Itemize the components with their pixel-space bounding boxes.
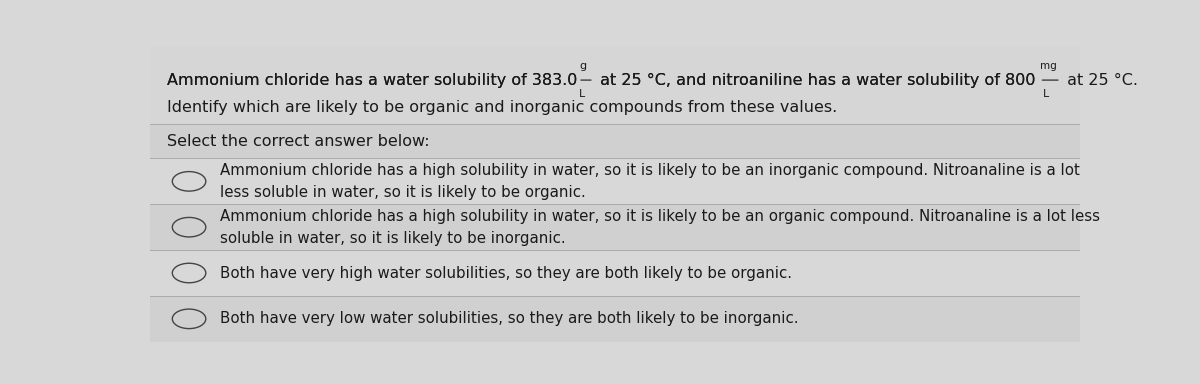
- Bar: [150, 159, 1080, 204]
- Text: mg: mg: [1040, 61, 1057, 71]
- Text: less soluble in water, so it is likely to be organic.: less soluble in water, so it is likely t…: [220, 185, 586, 200]
- Text: at 25 °C, and nitroaniline has a water solubility of 800: at 25 °C, and nitroaniline has a water s…: [595, 73, 1040, 88]
- Text: Ammonium chloride has a high solubility in water, so it is likely to be an organ: Ammonium chloride has a high solubility …: [220, 209, 1099, 223]
- Bar: [150, 204, 1080, 250]
- Text: Ammonium chloride has a water solubility of 383.0: Ammonium chloride has a water solubility…: [167, 73, 577, 88]
- Text: Select the correct answer below:: Select the correct answer below:: [167, 134, 430, 149]
- Bar: [150, 296, 1080, 342]
- Text: Ammonium chloride has a high solubility in water, so it is likely to be an inorg: Ammonium chloride has a high solubility …: [220, 163, 1080, 178]
- Bar: [150, 124, 1080, 159]
- Text: L: L: [1043, 89, 1050, 99]
- Text: at 25 °C.: at 25 °C.: [1062, 73, 1138, 88]
- Text: Both have very high water solubilities, so they are both likely to be organic.: Both have very high water solubilities, …: [220, 265, 792, 281]
- Text: Identify which are likely to be organic and inorganic compounds from these value: Identify which are likely to be organic …: [167, 100, 836, 115]
- Text: L: L: [578, 89, 586, 99]
- Text: g: g: [578, 61, 586, 71]
- Bar: [150, 46, 1080, 124]
- Text: Ammonium chloride has a water solubility of 383.0: Ammonium chloride has a water solubility…: [167, 73, 577, 88]
- Bar: [150, 250, 1080, 296]
- Text: at 25 °C, and nitroaniline has a water solubility of 800: at 25 °C, and nitroaniline has a water s…: [595, 73, 1040, 88]
- Text: soluble in water, so it is likely to be inorganic.: soluble in water, so it is likely to be …: [220, 231, 565, 246]
- Text: Both have very low water solubilities, so they are both likely to be inorganic.: Both have very low water solubilities, s…: [220, 311, 798, 326]
